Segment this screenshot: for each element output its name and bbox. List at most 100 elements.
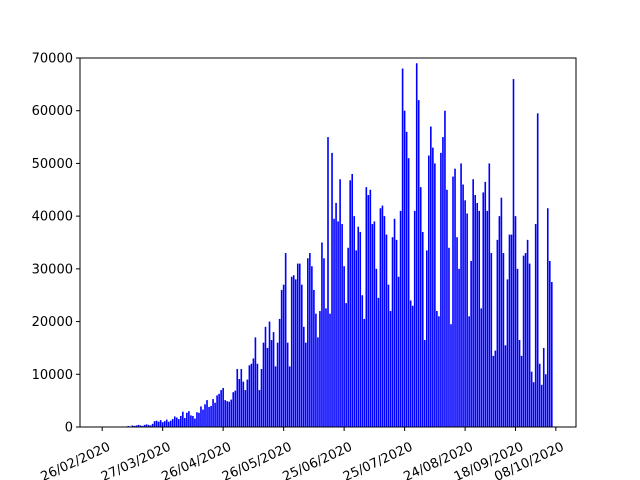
bar — [381, 205, 384, 427]
bar — [542, 347, 545, 427]
bar — [224, 400, 226, 427]
bar — [220, 390, 222, 427]
bar — [460, 163, 462, 427]
bar — [212, 399, 214, 427]
bar — [149, 425, 152, 427]
bar — [313, 289, 315, 427]
bar — [260, 369, 263, 427]
bar — [456, 237, 458, 427]
bar — [353, 216, 356, 427]
bar — [476, 202, 479, 427]
bar — [492, 355, 495, 427]
bar — [528, 263, 531, 427]
bar — [272, 332, 275, 427]
bar — [163, 421, 166, 427]
bar — [395, 239, 398, 427]
bar — [498, 216, 501, 427]
bar — [419, 187, 422, 427]
bar — [165, 419, 168, 427]
bar — [405, 131, 408, 428]
bar — [309, 253, 311, 427]
bar — [536, 113, 539, 427]
bar — [182, 411, 184, 427]
bar — [292, 275, 295, 427]
bar — [538, 363, 541, 427]
bar — [436, 311, 438, 427]
bar — [280, 289, 283, 427]
bar — [288, 366, 291, 427]
bar — [470, 260, 472, 427]
bar — [167, 421, 170, 427]
bar — [252, 358, 255, 427]
bar — [472, 179, 474, 427]
bar — [173, 416, 176, 427]
bar — [468, 316, 470, 427]
bar — [504, 345, 507, 427]
bar — [157, 421, 160, 427]
bar — [371, 224, 374, 427]
bar — [143, 424, 146, 427]
bar — [286, 342, 289, 427]
bar — [508, 234, 511, 427]
bar — [389, 311, 392, 427]
bar — [438, 316, 440, 427]
y-tick-label: 30000 — [32, 262, 73, 277]
bar — [401, 68, 404, 428]
bar — [250, 363, 253, 427]
bar — [357, 226, 360, 427]
bar — [278, 318, 281, 427]
bar — [369, 189, 372, 427]
bar — [514, 216, 517, 427]
bar — [298, 263, 301, 427]
bar — [276, 342, 279, 427]
bar — [496, 239, 499, 427]
bar — [480, 308, 483, 427]
bar — [399, 210, 402, 427]
bar — [232, 392, 235, 427]
bar — [161, 422, 164, 427]
bar — [327, 137, 329, 428]
bar — [147, 424, 150, 427]
bar — [319, 311, 321, 427]
bar — [349, 180, 351, 427]
bar — [510, 234, 513, 427]
bar — [430, 126, 432, 428]
bar — [341, 224, 343, 427]
y-tick-label: 50000 — [32, 157, 73, 172]
bar — [494, 350, 497, 427]
bar — [210, 405, 212, 427]
bar — [490, 253, 493, 427]
bar — [518, 340, 521, 427]
bar — [359, 231, 362, 427]
bar — [294, 279, 297, 427]
bar — [282, 284, 285, 427]
bar — [139, 425, 142, 427]
bar — [367, 195, 370, 427]
bar — [311, 266, 313, 427]
bar — [363, 318, 366, 427]
bar — [417, 100, 420, 428]
bar — [444, 110, 446, 427]
bar — [180, 415, 182, 427]
bar — [153, 421, 156, 427]
bar — [466, 213, 468, 427]
bar — [274, 366, 277, 427]
bar — [540, 384, 543, 427]
bar — [520, 355, 523, 427]
bar — [230, 399, 233, 427]
bar — [474, 195, 476, 427]
bar — [345, 303, 347, 427]
bar — [214, 402, 216, 427]
axes-frame — [79, 57, 577, 428]
bar — [315, 313, 317, 427]
bar — [448, 247, 450, 427]
bar — [522, 255, 525, 427]
bar — [329, 313, 331, 427]
bar — [284, 253, 287, 427]
bar — [502, 253, 505, 427]
bar — [238, 379, 241, 427]
bar — [532, 382, 535, 427]
bar — [440, 152, 442, 427]
bar — [550, 282, 553, 427]
